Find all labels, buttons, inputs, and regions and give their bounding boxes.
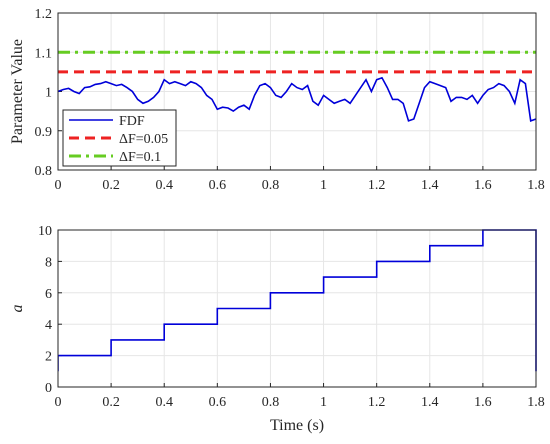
y-tick-label: 0.8 — [35, 164, 53, 179]
x-tick-label: 0 — [55, 178, 62, 193]
legend-box — [62, 109, 177, 167]
y-tick-label: 4 — [45, 318, 52, 333]
x-tick-label: 0.8 — [262, 178, 280, 193]
legend-label: FDF — [119, 114, 145, 129]
x-tick-label: 1 — [320, 178, 327, 193]
legend-label: ΔF=0.1 — [119, 150, 161, 165]
x-tick-label: 0.2 — [102, 178, 120, 193]
x-tick-label: 0.6 — [209, 395, 227, 410]
x-tick-label: 1.4 — [421, 395, 439, 410]
y-tick-label: 1.1 — [35, 46, 53, 61]
series-group — [58, 50, 537, 122]
x-tick-label: 1 — [320, 395, 327, 410]
y-tick-label: 10 — [38, 224, 52, 239]
series-group — [58, 229, 537, 372]
x-tick-label: 1.6 — [474, 395, 492, 410]
axis-box — [57, 229, 537, 388]
y-tick-label: 2 — [45, 350, 52, 365]
x-tick-label: 0.6 — [209, 178, 227, 193]
x-tick-label: 1.8 — [527, 395, 545, 410]
x-tick-label: 1.4 — [421, 178, 439, 193]
series-line-a — [58, 229, 537, 372]
x-tick-label: 0.4 — [155, 178, 173, 193]
series-line-fdf — [58, 76, 537, 122]
x-tick-label: 0.4 — [155, 395, 173, 410]
y-tick-label: 0 — [45, 381, 52, 396]
x-tick-label: 1.8 — [527, 178, 545, 193]
y-tick-label: 8 — [45, 255, 52, 270]
x-tick-label: 0.8 — [262, 395, 280, 410]
chart-a-over-time: 0 0.2 0.4 0.6 0.8 1 1.2 1.4 1.6 1.8 0 2 4 6 8 10 Time (s… — [9, 224, 545, 434]
y-tick-label: 1.2 — [35, 7, 53, 22]
axis-box — [57, 12, 537, 171]
x-tick-label: 1.2 — [368, 178, 386, 193]
y-axis-title: Parameter Value — [9, 39, 26, 144]
plot-area — [58, 230, 536, 387]
x-axis-title: Time (s) — [270, 417, 324, 434]
legend-label: ΔF=0.05 — [119, 132, 168, 147]
y-tick-label: 0.9 — [35, 125, 53, 140]
y-tick-label: 1 — [45, 86, 52, 101]
x-tick-label: 1.6 — [474, 178, 492, 193]
x-tick-label: 1.2 — [368, 395, 386, 410]
y-axis-title: a — [9, 305, 26, 313]
y-tick-label: 6 — [45, 287, 52, 302]
x-tick-label: 0.2 — [102, 395, 120, 410]
chart-parameter-value: 0 0.2 0.4 0.6 0.8 1 1.2 1.4 1.6 1.8 0.8 0.9 1 1.1 1.2 P… — [9, 7, 545, 193]
legend: FDF ΔF=0.05 ΔF=0.1 — [62, 109, 177, 167]
x-tick-label: 0 — [55, 395, 62, 410]
